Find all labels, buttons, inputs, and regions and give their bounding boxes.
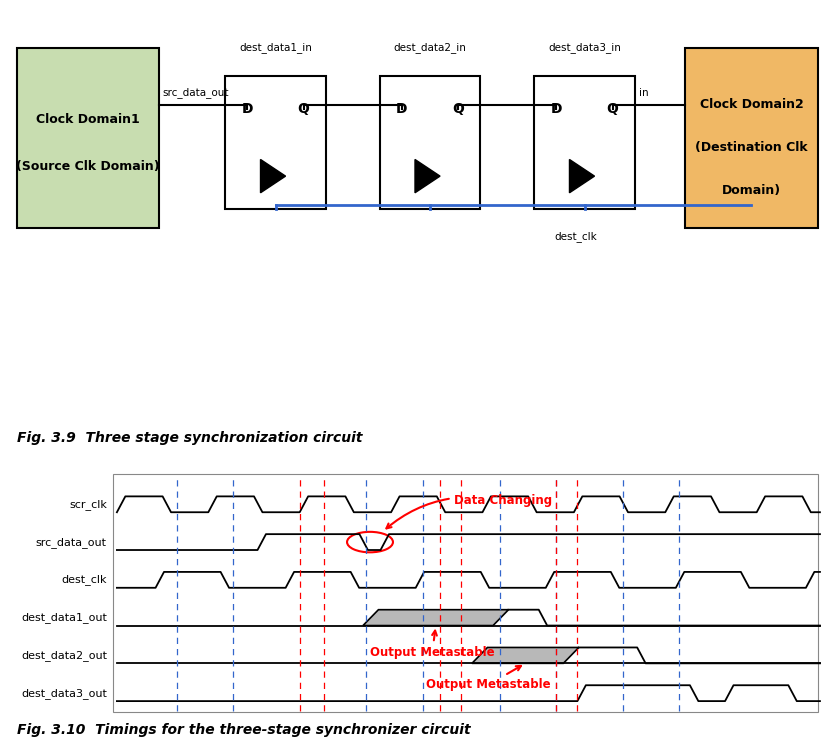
Text: Output Metastable: Output Metastable bbox=[426, 666, 551, 692]
Text: D: D bbox=[551, 103, 562, 117]
Polygon shape bbox=[472, 647, 579, 663]
Text: dest_clk: dest_clk bbox=[62, 574, 107, 585]
Text: dest_data1_in: dest_data1_in bbox=[239, 42, 312, 53]
Bar bbox=[380, 76, 480, 210]
Text: src_data_out: src_data_out bbox=[163, 86, 230, 97]
Text: Clock Domain1: Clock Domain1 bbox=[36, 112, 139, 125]
Bar bbox=[17, 47, 159, 229]
Bar bbox=[534, 76, 635, 210]
Text: in: in bbox=[639, 88, 649, 97]
Bar bbox=[685, 47, 818, 229]
Text: dest_data3_in: dest_data3_in bbox=[548, 42, 621, 53]
Text: D: D bbox=[397, 103, 407, 117]
Text: (Source Clk Domain): (Source Clk Domain) bbox=[16, 160, 159, 173]
Text: Fig. 3.10  Timings for the three-stage synchronizer circuit: Fig. 3.10 Timings for the three-stage sy… bbox=[17, 723, 470, 737]
Text: Q: Q bbox=[297, 103, 310, 117]
Text: dest_clk: dest_clk bbox=[554, 231, 598, 242]
Text: Data Changing: Data Changing bbox=[387, 494, 553, 528]
Text: dest_data2_in: dest_data2_in bbox=[393, 42, 467, 53]
Polygon shape bbox=[261, 159, 286, 193]
Text: (Destination Clk: (Destination Clk bbox=[696, 141, 807, 154]
Bar bbox=[113, 475, 818, 712]
Text: Domain): Domain) bbox=[722, 184, 781, 197]
Text: scr_clk: scr_clk bbox=[69, 499, 107, 510]
Text: src_data_out: src_data_out bbox=[36, 537, 107, 548]
Text: Output Metastable: Output Metastable bbox=[370, 631, 494, 659]
Text: Clock Domain2: Clock Domain2 bbox=[700, 98, 803, 111]
Text: dest_data1_out: dest_data1_out bbox=[21, 613, 107, 623]
Text: Fig. 3.9  Three stage synchronization circuit: Fig. 3.9 Three stage synchronization cir… bbox=[17, 431, 362, 445]
Text: Q: Q bbox=[452, 103, 464, 117]
Text: D: D bbox=[242, 103, 253, 117]
Polygon shape bbox=[363, 610, 509, 626]
Text: dest_data2_out: dest_data2_out bbox=[21, 650, 107, 661]
Bar bbox=[225, 76, 326, 210]
Text: Q: Q bbox=[606, 103, 619, 117]
Text: dest_data3_out: dest_data3_out bbox=[21, 688, 107, 699]
Polygon shape bbox=[415, 159, 440, 193]
Polygon shape bbox=[569, 159, 595, 193]
